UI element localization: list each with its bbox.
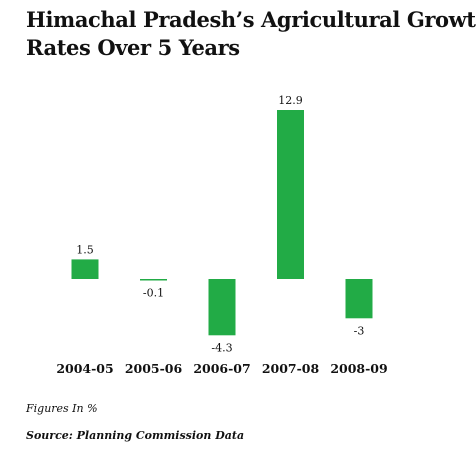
source-note: Source: Planning Commission Data: [26, 429, 245, 442]
chart-title: Himachal Pradesh’s Agricultural Growth R…: [26, 6, 476, 62]
bar-2006-07: [208, 279, 236, 336]
bar-2008-09: [345, 279, 373, 319]
chart-title-line-2: Rates Over 5 Years: [26, 35, 240, 60]
x-tick-label-2006-07: 2006-07: [193, 361, 250, 376]
x-tick-label-2008-09: 2008-09: [330, 361, 387, 376]
data-label-2006-07: -4.3: [211, 341, 232, 354]
x-tick-label-2004-05: 2004-05: [56, 361, 113, 376]
bar-2005-06: [140, 279, 167, 281]
data-label-2008-09: -3: [354, 324, 365, 337]
bar-2007-08: [277, 110, 304, 279]
data-label-2007-08: 12.9: [278, 94, 303, 107]
x-tick-label-2005-06: 2005-06: [125, 361, 183, 376]
data-label-2005-06: -0.1: [143, 287, 164, 300]
data-label-2004-05: 1.5: [76, 243, 94, 256]
units-note: Figures In %: [26, 402, 98, 415]
bar-2004-05: [71, 259, 99, 279]
chart-title-line-1: Himachal Pradesh’s Agricultural Growth: [26, 7, 476, 32]
x-tick-label-2007-08: 2007-08: [262, 361, 320, 376]
